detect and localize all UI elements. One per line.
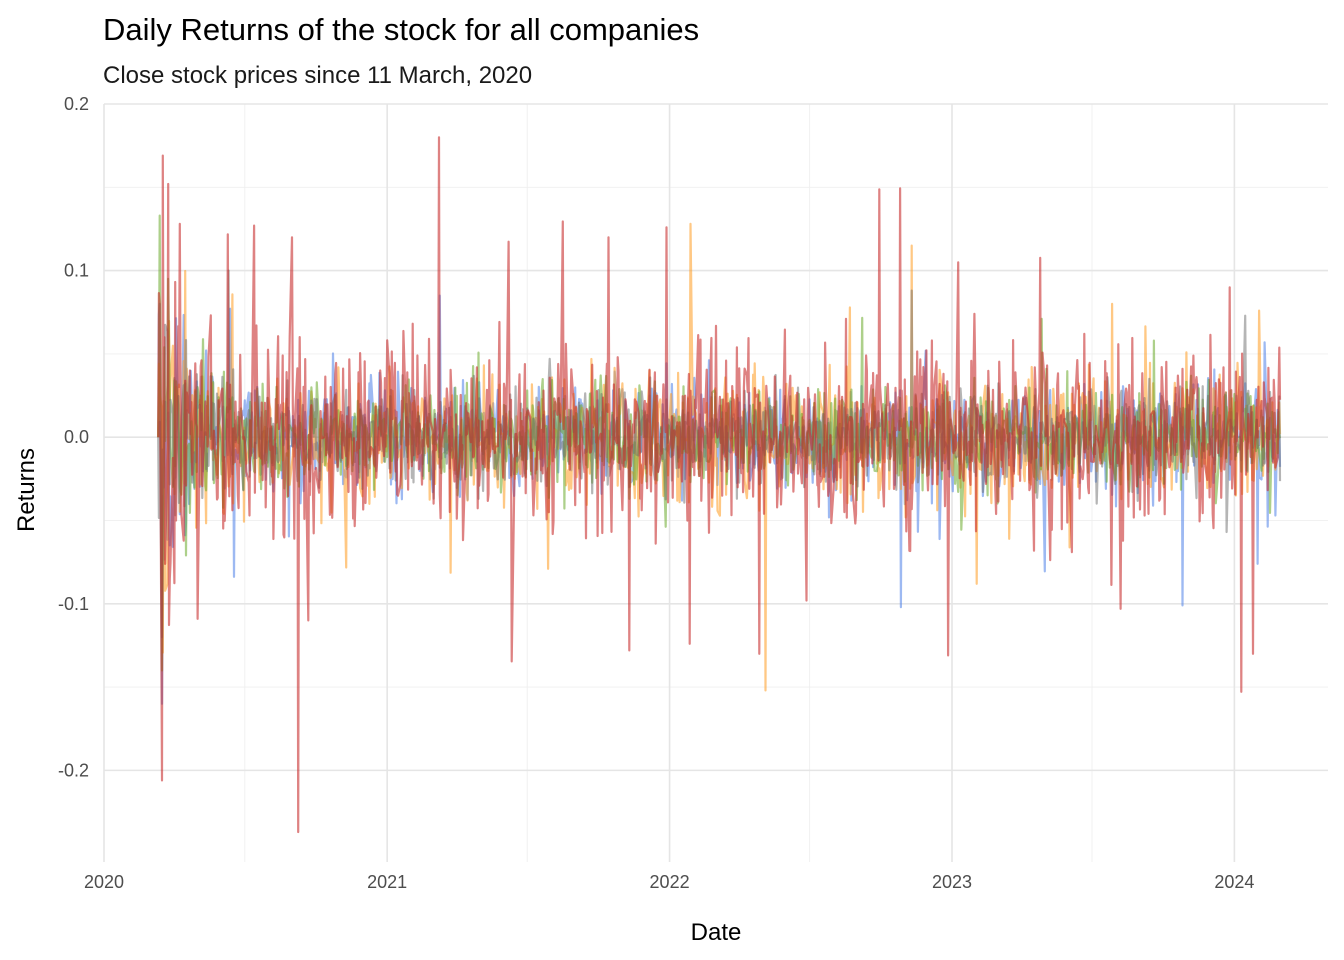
- chart-subtitle: Close stock prices since 11 March, 2020: [103, 62, 532, 89]
- y-tick-label: 0.0: [64, 427, 89, 447]
- x-tick-label: 2021: [367, 872, 407, 892]
- series-layer: [157, 136, 1282, 834]
- y-axis-ticks: 0.2 0.1 0.0 -0.1 -0.2: [58, 94, 89, 780]
- x-tick-label: 2024: [1214, 872, 1254, 892]
- x-tick-label: 2020: [84, 872, 124, 892]
- y-tick-label: 0.1: [64, 261, 89, 281]
- y-tick-label: -0.1: [58, 594, 89, 614]
- chart-title: Daily Returns of the stock for all compa…: [103, 12, 699, 47]
- series-line-1: [157, 222, 1282, 692]
- y-tick-label: 0.2: [64, 94, 89, 114]
- x-tick-label: 2022: [650, 872, 690, 892]
- y-tick-label: -0.2: [58, 760, 89, 780]
- x-tick-label: 2023: [932, 872, 972, 892]
- x-axis-ticks: 2020 2021 2022 2023 2024: [84, 872, 1254, 892]
- series-line-4: [157, 136, 1282, 834]
- y-axis-title: Returns: [13, 448, 40, 532]
- x-axis-title: Date: [691, 919, 742, 946]
